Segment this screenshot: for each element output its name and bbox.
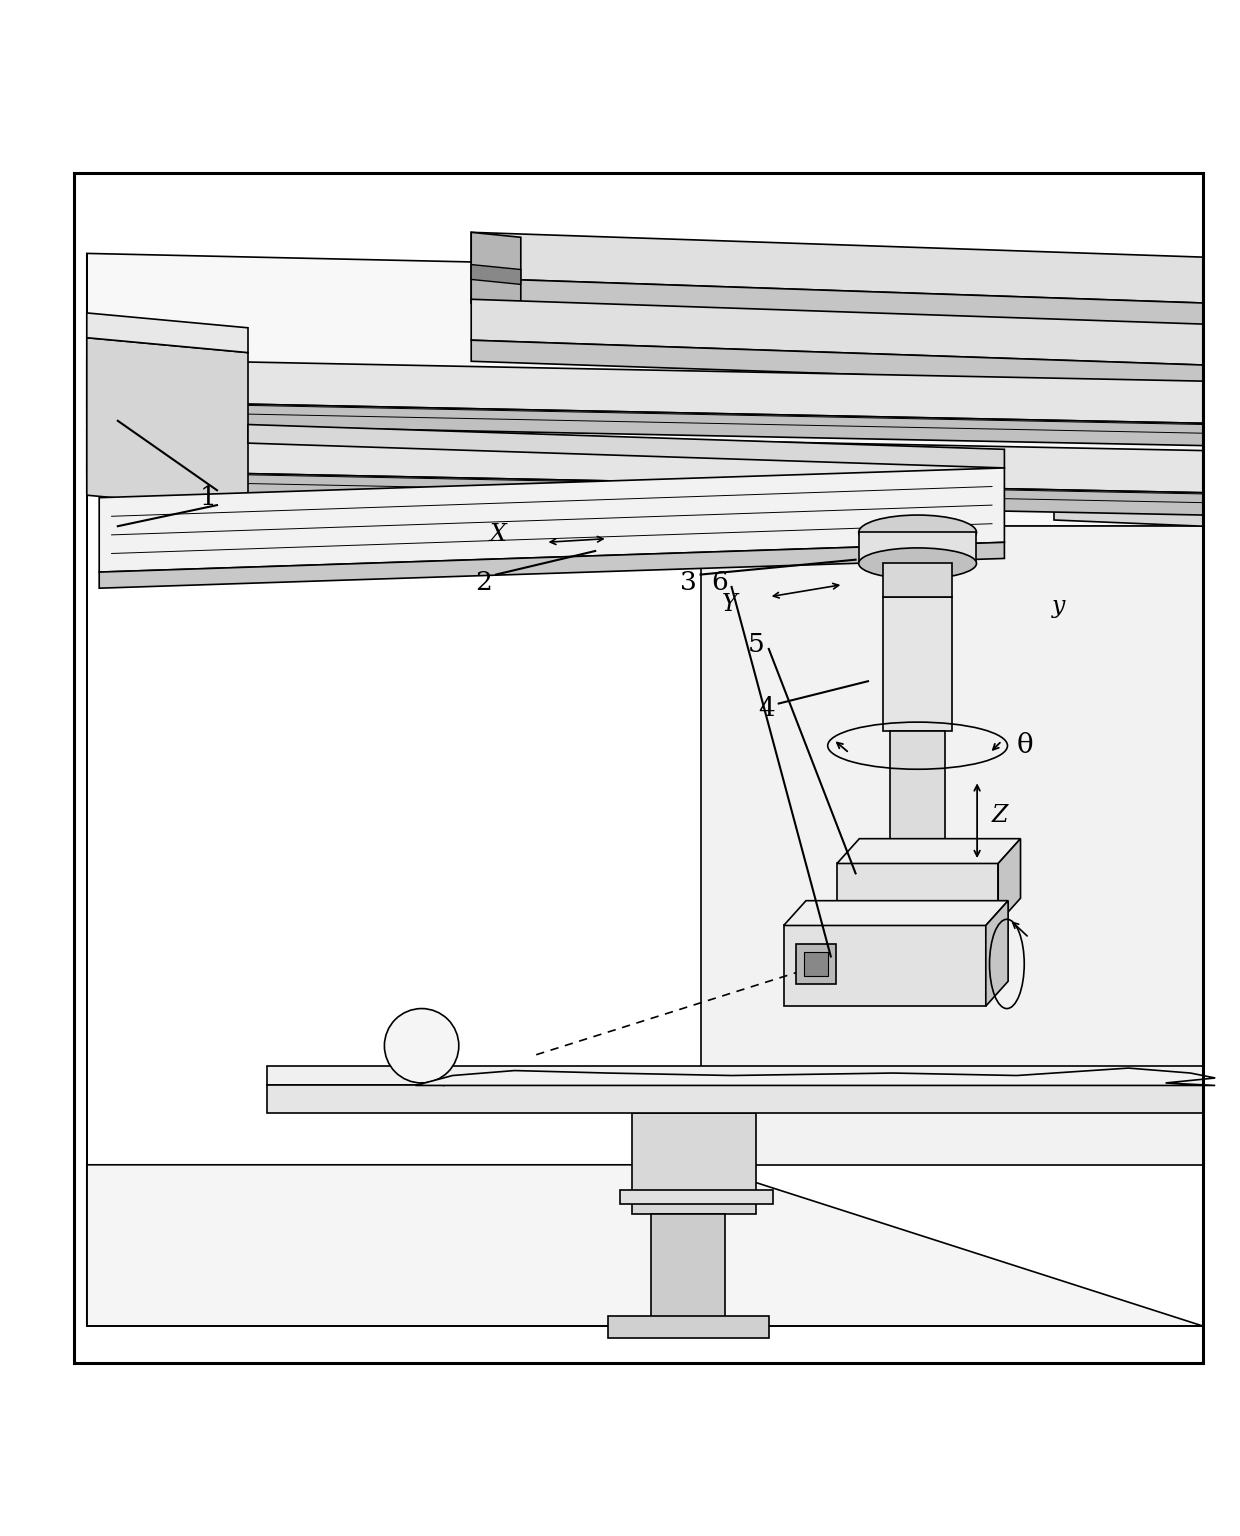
Polygon shape (1054, 501, 1203, 527)
Text: X: X (489, 524, 506, 547)
Polygon shape (471, 278, 1203, 327)
Text: 2: 2 (475, 570, 492, 594)
Polygon shape (784, 900, 1008, 926)
Text: 4: 4 (758, 696, 775, 720)
Polygon shape (267, 1086, 1203, 1112)
Polygon shape (87, 429, 1203, 493)
Polygon shape (471, 264, 521, 284)
Polygon shape (837, 863, 998, 923)
Polygon shape (87, 253, 1203, 527)
Polygon shape (608, 1316, 769, 1338)
Polygon shape (620, 1189, 773, 1204)
Polygon shape (87, 359, 1203, 424)
Polygon shape (804, 951, 828, 977)
Text: 1: 1 (200, 485, 217, 510)
Polygon shape (1054, 464, 1203, 488)
Polygon shape (632, 1112, 756, 1215)
Polygon shape (890, 731, 945, 868)
Polygon shape (701, 527, 1203, 1164)
Polygon shape (859, 533, 976, 564)
Polygon shape (998, 839, 1021, 923)
Polygon shape (986, 900, 1008, 1006)
Polygon shape (471, 232, 521, 307)
Polygon shape (883, 598, 952, 731)
Polygon shape (415, 1068, 1215, 1086)
Polygon shape (784, 926, 986, 1006)
Polygon shape (87, 470, 1203, 515)
Text: Z: Z (992, 803, 1008, 826)
Polygon shape (87, 313, 248, 353)
Polygon shape (248, 424, 1004, 468)
Polygon shape (883, 564, 952, 598)
Polygon shape (99, 468, 1004, 571)
Polygon shape (651, 1215, 725, 1319)
Polygon shape (837, 839, 1021, 863)
Polygon shape (796, 945, 836, 983)
Circle shape (384, 1009, 459, 1083)
Polygon shape (471, 339, 1203, 386)
Polygon shape (471, 232, 1203, 303)
Text: 6: 6 (711, 570, 728, 594)
Polygon shape (87, 1164, 1203, 1326)
Polygon shape (267, 1066, 1203, 1086)
Text: 5: 5 (748, 631, 765, 656)
Text: Y: Y (722, 593, 738, 616)
Text: θ: θ (1017, 733, 1033, 759)
Polygon shape (471, 300, 1203, 366)
Polygon shape (87, 338, 248, 510)
Text: y: y (1052, 596, 1065, 619)
Polygon shape (87, 401, 1203, 445)
Text: 3: 3 (680, 570, 697, 594)
Ellipse shape (858, 515, 977, 550)
Ellipse shape (858, 548, 977, 579)
Polygon shape (99, 542, 1004, 588)
